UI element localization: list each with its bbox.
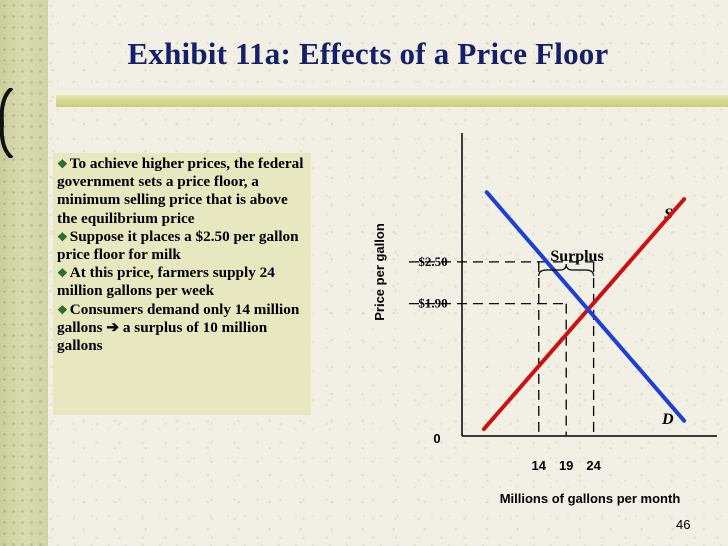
- surplus-brace: [538, 263, 595, 277]
- diamond-bullet-icon: ❖: [57, 302, 68, 317]
- x-axis-label: Millions of gallons per month: [500, 491, 681, 506]
- bullet-2: ❖ Suppose it places a $2.50 per gallon pr…: [57, 228, 307, 264]
- x-tick-label: 14: [532, 458, 547, 473]
- title-underline-bar: [56, 95, 728, 107]
- surplus-label: Surplus: [550, 248, 603, 265]
- demand-curve: [484, 190, 687, 423]
- x-tick-label: 19: [559, 458, 573, 473]
- bullet-4: ❖ Consumers demand only 14 million gallon…: [57, 301, 307, 356]
- bullet-1-text: To achieve higher prices, the federal go…: [57, 155, 304, 227]
- diamond-bullet-icon: ❖: [57, 229, 68, 244]
- bullet-4-text: Consumers demand only 14 million gallons: [57, 300, 300, 336]
- bullet-3-text: At this price, farmers supply 24 million…: [57, 264, 275, 300]
- bullet-3: ❖ At this price, farmers supply 24 millio…: [57, 264, 307, 300]
- origin-label: 0: [433, 431, 440, 446]
- bullet-2-text: Suppose it places a $2.50 per gallon pri…: [57, 227, 299, 264]
- arrow-right-icon: ➔: [106, 318, 120, 336]
- bullet-1: ❖ To achieve higher prices, the federal g…: [57, 155, 307, 228]
- chart-marks: [409, 133, 717, 437]
- bracket-ornament: [0, 88, 14, 158]
- x-tick-labels: 14 19 24: [532, 458, 602, 473]
- slide-title: Exhibit 11a: Effects of a Price Floor: [127, 36, 609, 71]
- bullet-box: ❖ To achieve higher prices, the federal g…: [53, 153, 311, 415]
- supply-curve: [481, 197, 687, 432]
- slide-number: 46: [676, 517, 691, 532]
- bullet-4b-text: a surplus of 10 million gallons: [57, 318, 268, 355]
- demand-curve-label: D: [661, 411, 674, 428]
- y-axis-label: Price per gallon: [372, 223, 387, 321]
- x-tick-label: 24: [586, 458, 601, 473]
- diamond-bullet-icon: ❖: [57, 157, 68, 171]
- diamond-bullet-icon: ❖: [57, 266, 68, 281]
